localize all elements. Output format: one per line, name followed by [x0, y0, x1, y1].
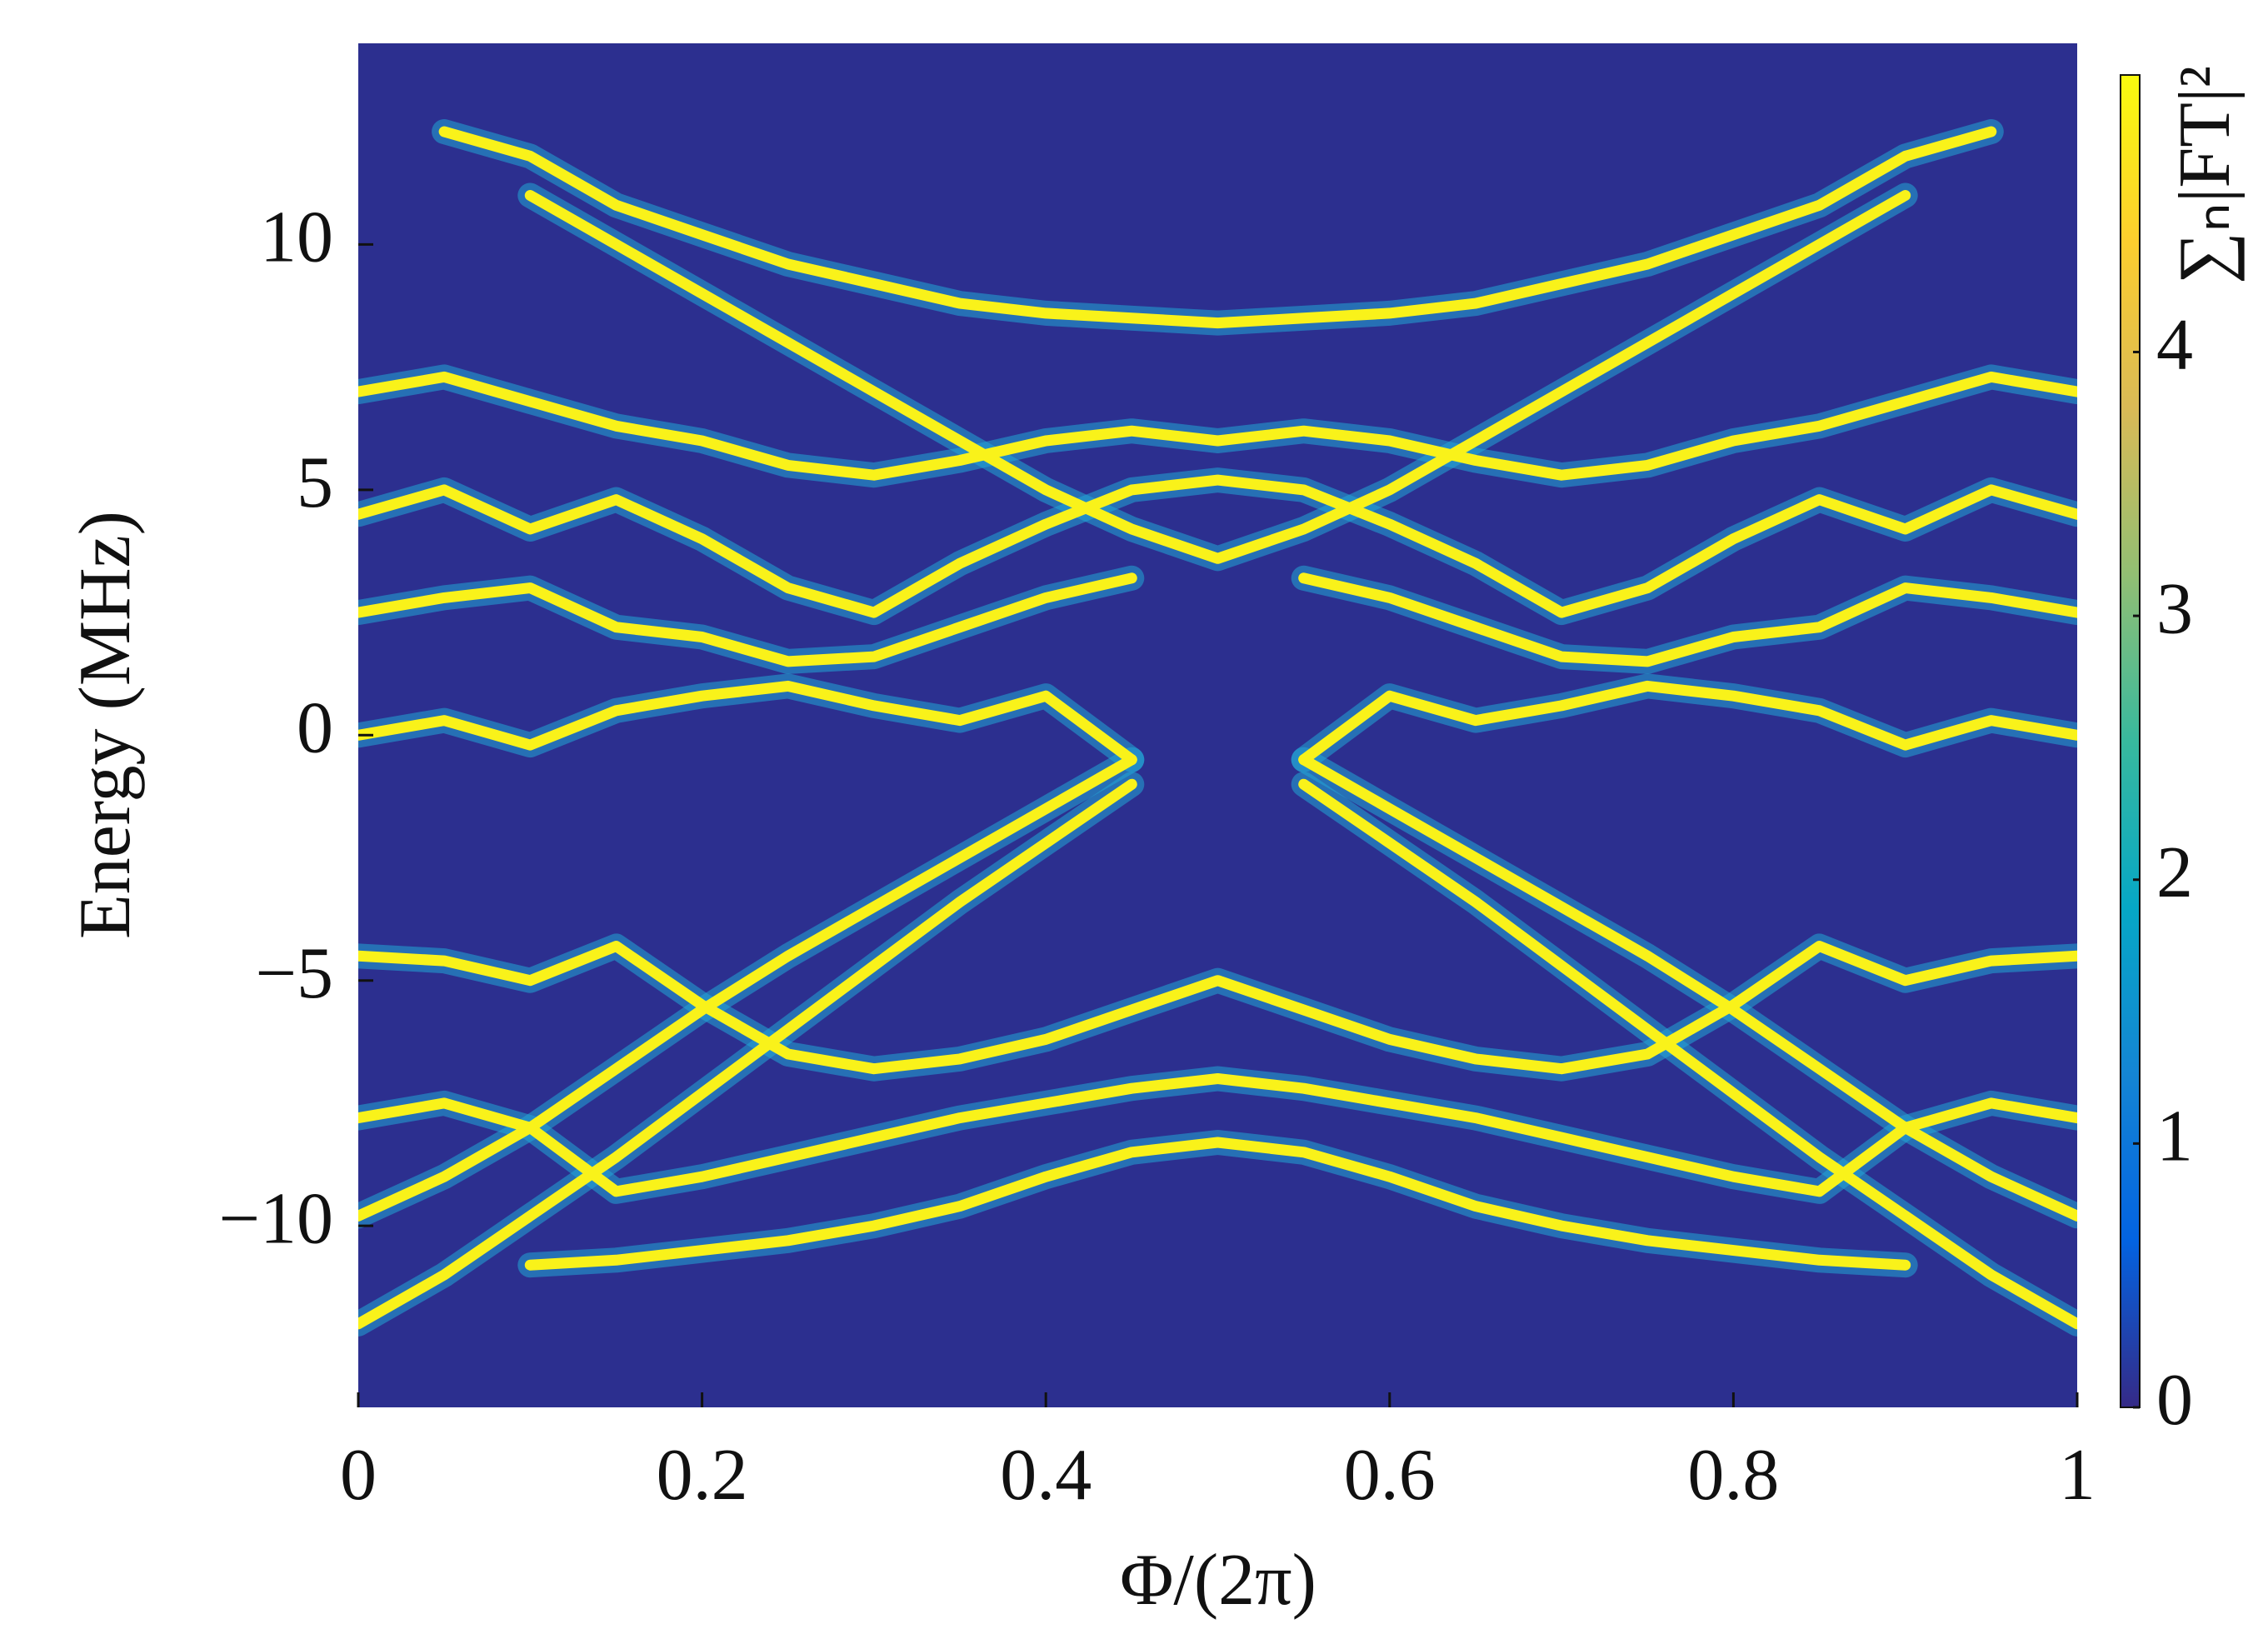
colorbar-tick-label: 0: [2156, 1360, 2193, 1441]
y-tick-label: −10: [218, 1178, 333, 1259]
y-tick-label: −5: [255, 933, 333, 1014]
colorbar-label: ∑ₙ|FT|²: [2165, 66, 2246, 284]
band-line: [358, 474, 2077, 618]
x-axis-label: Φ/(2π): [1120, 1540, 1316, 1621]
y-tick-label: 10: [260, 197, 333, 278]
colorbar-tick-label: 3: [2156, 568, 2193, 649]
band-line: [358, 1073, 2077, 1197]
x-tick-label: 0: [340, 1435, 377, 1516]
band-line: [358, 754, 2077, 1222]
y-tick-label: 0: [297, 687, 333, 768]
band-line: [358, 371, 2077, 481]
x-tick-label: 1: [2059, 1435, 2096, 1516]
band-line: [358, 778, 2077, 1330]
colorbar-tick-label: 2: [2156, 832, 2193, 913]
band-line: [524, 190, 1911, 564]
colorbar: [2120, 74, 2141, 1408]
x-tick-label: 0.4: [1000, 1435, 1092, 1516]
y-tick-label: 5: [297, 442, 333, 523]
band-line: [524, 1137, 1911, 1271]
band-line: [358, 680, 2077, 766]
x-tick-label: 0.2: [657, 1435, 748, 1516]
x-tick-label: 0.8: [1687, 1435, 1779, 1516]
colorbar-tick-label: 4: [2156, 305, 2193, 386]
colorbar-tick-label: 1: [2156, 1097, 2193, 1177]
y-axis-label: Energy (MHz): [65, 511, 146, 939]
band-line: [358, 941, 2077, 1075]
x-tick-label: 0.6: [1344, 1435, 1436, 1516]
band-line: [358, 572, 2077, 667]
band-line: [438, 126, 1997, 329]
